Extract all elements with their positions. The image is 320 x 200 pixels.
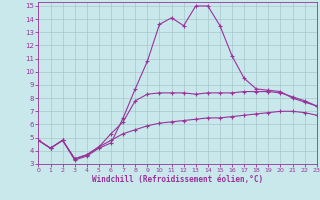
X-axis label: Windchill (Refroidissement éolien,°C): Windchill (Refroidissement éolien,°C) — [92, 175, 263, 184]
